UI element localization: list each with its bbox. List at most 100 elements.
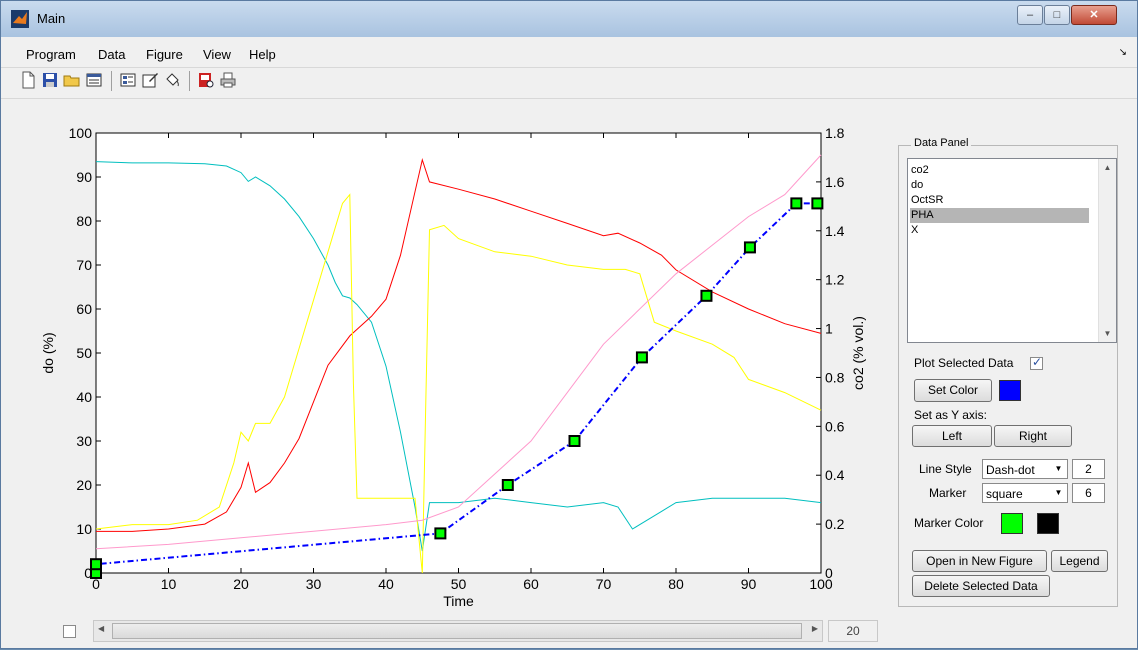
data-point-marker (743, 241, 756, 254)
y-left-tick-label: 40 (76, 389, 92, 405)
paint-bucket-icon[interactable] (163, 71, 181, 89)
x-tick-label: 40 (378, 576, 394, 592)
x-tick-label: 10 (161, 576, 177, 592)
marker-value: square (986, 487, 1023, 501)
y-right-tick-label: 1.8 (825, 125, 845, 141)
data-point-marker (811, 197, 824, 210)
set-color-button[interactable]: Set Color (914, 379, 992, 402)
minimize-button[interactable]: – (1017, 5, 1043, 25)
x-tick-label: 80 (668, 576, 684, 592)
scroll-right-icon[interactable]: ▶ (811, 624, 818, 633)
toolbar-separator (111, 71, 112, 91)
data-point-marker (434, 527, 447, 540)
series-line-co2 (96, 158, 822, 532)
print-preview-icon[interactable] (197, 71, 215, 89)
scroll-down-icon[interactable]: ▼ (1103, 329, 1112, 338)
slider-value: 20 (828, 620, 878, 642)
y-right-tick-label: 1.2 (825, 272, 845, 288)
set-y-axis-label: Set as Y axis: (914, 408, 987, 422)
menu-data[interactable]: Data (98, 47, 126, 62)
menu-view[interactable]: View (203, 47, 231, 62)
property-editor-icon[interactable] (85, 71, 103, 89)
scroll-left-icon[interactable]: ◀ (98, 624, 105, 633)
y-left-tick-label: 0 (84, 565, 92, 581)
x-tick-label: 60 (523, 576, 539, 592)
data-listbox[interactable]: co2 do OctSR PHA X ▲ ▼ (907, 158, 1117, 343)
menu-help[interactable]: Help (249, 47, 276, 62)
close-button[interactable]: ✕ (1071, 5, 1117, 25)
series-line-do (95, 161, 822, 552)
delete-selected-data-button[interactable]: Delete Selected Data (912, 575, 1050, 597)
marker-select[interactable]: square ▼ (982, 483, 1068, 503)
plot-browser-icon[interactable] (119, 71, 137, 89)
left-axis-button[interactable]: Left (912, 425, 992, 447)
menu-overflow-icon[interactable]: ↘ (1118, 47, 1127, 58)
list-item-selected[interactable]: PHA (910, 208, 1089, 223)
line-color-swatch[interactable] (999, 380, 1021, 401)
data-point-marker (90, 558, 102, 571)
data-panel (898, 145, 1118, 607)
series-line-pha (95, 202, 818, 573)
data-point-marker (790, 197, 803, 210)
save-icon[interactable] (41, 71, 59, 89)
y-right-axis-label: co2 (% vol.) (850, 316, 866, 390)
y-left-tick-label: 10 (76, 521, 92, 537)
y-left-tick-label: 70 (76, 257, 92, 273)
matlab-logo-icon (11, 10, 29, 28)
open-folder-icon[interactable] (63, 71, 81, 89)
list-item[interactable]: do (911, 179, 924, 191)
time-slider[interactable]: ◀ ▶ (93, 620, 823, 642)
series-line-x (95, 154, 822, 550)
y-left-axis-label: do (%) (40, 332, 56, 373)
right-axis-button[interactable]: Right (994, 425, 1072, 447)
toolbar (1, 67, 1137, 99)
list-item[interactable]: OctSR (911, 194, 944, 206)
legend-button[interactable]: Legend (1051, 550, 1108, 572)
title-bar[interactable]: Main – □ ✕ (1, 1, 1137, 37)
maximize-button[interactable]: □ (1044, 5, 1070, 25)
y-right-tick-label: 1.4 (825, 223, 845, 239)
list-scrollbar[interactable]: ▲ ▼ (1098, 159, 1116, 342)
x-tick-label: 90 (741, 576, 757, 592)
y-right-tick-label: 0.4 (825, 467, 845, 483)
data-point-marker (635, 351, 648, 364)
marker-edge-color-swatch[interactable] (1037, 513, 1059, 534)
print-icon[interactable] (219, 71, 237, 89)
x-axis-label: Time (443, 593, 474, 609)
menu-bar (1, 39, 1137, 65)
edit-icon[interactable] (141, 71, 159, 89)
scroll-up-icon[interactable]: ▲ (1103, 163, 1112, 172)
slider-checkbox[interactable] (63, 625, 76, 638)
checkmark-icon: ✓ (1032, 355, 1043, 369)
marker-size-field[interactable]: 6 (1072, 483, 1105, 503)
data-point-marker (568, 435, 581, 447)
menu-figure[interactable]: Figure (146, 47, 183, 62)
window-title: Main (37, 11, 66, 26)
line-style-select[interactable]: Dash-dot ▼ (982, 459, 1068, 479)
x-tick-label: 100 (809, 576, 833, 592)
x-tick-label: 30 (306, 576, 322, 592)
data-point-marker (501, 479, 514, 491)
new-file-icon[interactable] (19, 71, 37, 89)
line-style-label: Line Style (919, 462, 972, 476)
data-point-marker (700, 289, 713, 302)
toolbar-separator (189, 71, 190, 91)
y-right-tick-label: 0.2 (825, 516, 845, 532)
slider-thumb[interactable] (112, 623, 802, 639)
x-tick-label: 0 (92, 576, 100, 592)
marker-face-color-swatch[interactable] (1001, 513, 1023, 534)
y-left-tick-label: 80 (76, 213, 92, 229)
open-new-figure-button[interactable]: Open in New Figure (912, 550, 1047, 572)
list-item[interactable]: co2 (911, 164, 929, 176)
menu-program[interactable]: Program (26, 47, 76, 62)
line-width-field[interactable]: 2 (1072, 459, 1105, 479)
plot-selected-label: Plot Selected Data (914, 356, 1014, 370)
y-right-tick-label: 0 (825, 565, 833, 581)
y-right-tick-label: 0.8 (825, 369, 845, 385)
plot-selected-checkbox[interactable]: ✓ (1030, 355, 1043, 370)
y-right-tick-label: 1.6 (825, 174, 845, 190)
list-item[interactable]: X (911, 224, 919, 236)
y-right-tick-label: 1 (825, 321, 833, 337)
